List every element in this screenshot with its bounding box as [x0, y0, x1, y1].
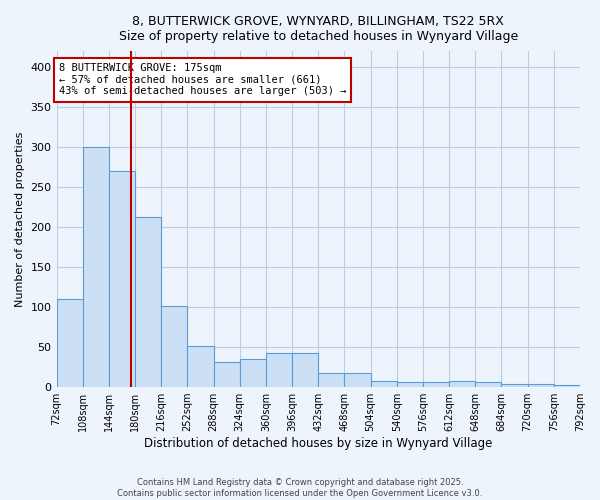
Bar [135, 216, 161, 387]
Bar [502, 384, 527, 387]
Text: Contains HM Land Registry data © Crown copyright and database right 2025.
Contai: Contains HM Land Registry data © Crown c… [118, 478, 482, 498]
Bar [527, 384, 554, 387]
Bar [475, 382, 502, 387]
Bar [292, 354, 318, 387]
Bar [56, 299, 83, 387]
Bar [554, 386, 580, 387]
Y-axis label: Number of detached properties: Number of detached properties [15, 132, 25, 307]
X-axis label: Distribution of detached houses by size in Wynyard Village: Distribution of detached houses by size … [144, 437, 493, 450]
Bar [161, 306, 187, 387]
Bar [83, 147, 109, 387]
Bar [318, 372, 344, 387]
Bar [109, 171, 135, 387]
Bar [266, 354, 292, 387]
Bar [449, 382, 475, 387]
Bar [397, 382, 423, 387]
Text: 8 BUTTERWICK GROVE: 175sqm
← 57% of detached houses are smaller (661)
43% of sem: 8 BUTTERWICK GROVE: 175sqm ← 57% of deta… [59, 63, 346, 96]
Bar [240, 359, 266, 387]
Bar [187, 346, 214, 387]
Title: 8, BUTTERWICK GROVE, WYNYARD, BILLINGHAM, TS22 5RX
Size of property relative to : 8, BUTTERWICK GROVE, WYNYARD, BILLINGHAM… [119, 15, 518, 43]
Bar [423, 382, 449, 387]
Bar [371, 382, 397, 387]
Bar [214, 362, 240, 387]
Bar [344, 372, 371, 387]
